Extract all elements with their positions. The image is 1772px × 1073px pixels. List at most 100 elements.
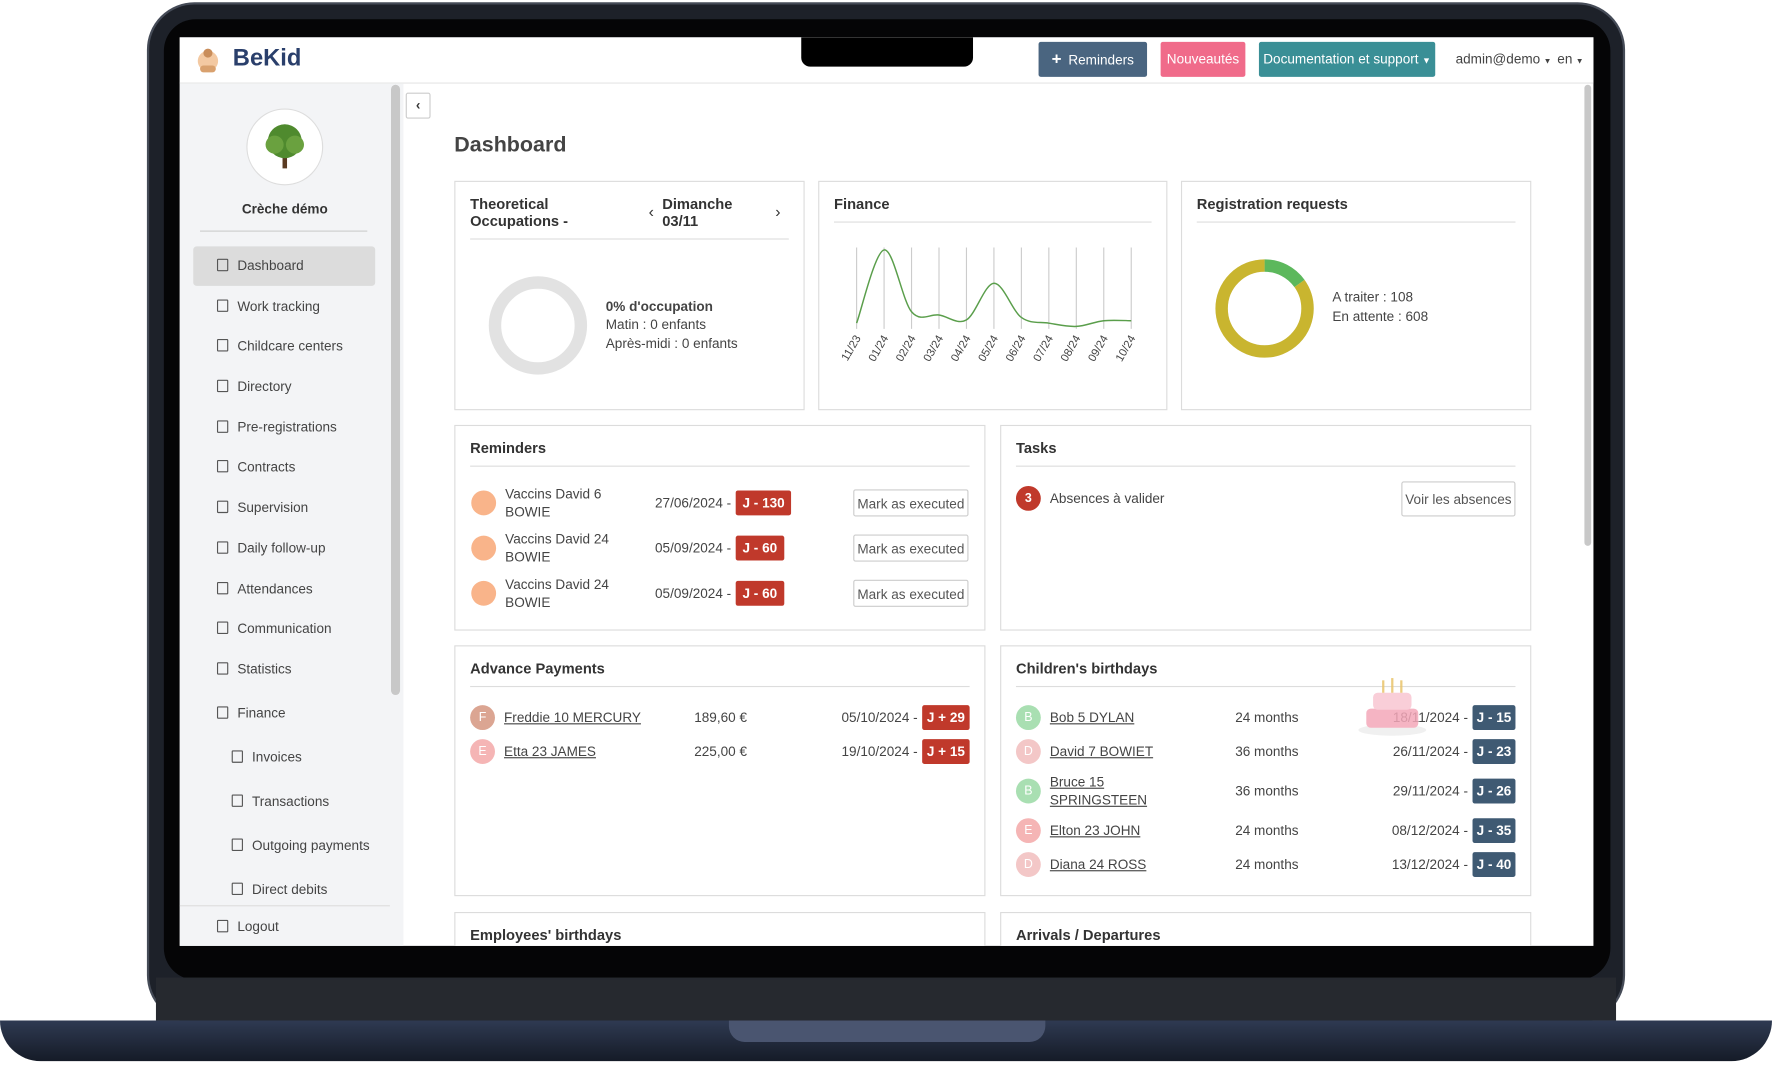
mark-executed-button[interactable]: Mark as executed [853, 579, 969, 607]
nav-subitem[interactable]: Invoices [252, 749, 302, 766]
avatar: D [1015, 852, 1041, 877]
nav-item[interactable]: Directory [237, 378, 292, 395]
avatar: B [1015, 778, 1041, 804]
nav-icon [216, 541, 229, 554]
nav-icon [216, 582, 229, 595]
occupation-donut [488, 276, 588, 375]
nav-item[interactable]: Work tracking [237, 298, 320, 315]
divider [179, 905, 390, 907]
header-button[interactable]: + Reminders [1038, 41, 1148, 77]
reminder-name: Vaccins David 24 BOWIE [505, 531, 609, 566]
mark-executed-button[interactable]: Mark as executed [853, 534, 969, 562]
badge: J - 40 [1472, 852, 1516, 877]
caret: ▼ [1575, 57, 1584, 66]
nav-icon [216, 339, 229, 352]
occupation-card: Theoretical Occupations - ‹ Dimanche 03/11… [454, 180, 805, 411]
registration-card: Registration requests A traiter : 108 En a… [1180, 180, 1532, 411]
nav-item[interactable]: Supervision [237, 499, 309, 516]
age: 24 months [1235, 822, 1299, 839]
nav-item[interactable]: Dashboard [237, 257, 304, 274]
person-link[interactable]: Bob 5 DYLAN [1049, 709, 1135, 726]
avatar: E [470, 739, 495, 764]
x-tick-label: 08/24 [1059, 333, 1084, 363]
person-link[interactable]: Bruce 15 SPRINGSTEEN [1049, 774, 1148, 809]
logo: BeKid [232, 45, 302, 72]
donut-segment [1215, 259, 1314, 358]
person-link[interactable]: David 7 BOWIET [1049, 743, 1154, 760]
nav-icon [231, 750, 243, 763]
badge: J - 23 [1472, 739, 1516, 764]
reminder-badge: J - 130 [735, 490, 792, 516]
reminder-date: 05/09/2024 - [655, 585, 732, 602]
person-link[interactable]: Diana 24 ROSS [1049, 856, 1147, 873]
center-name: Crèche démo [241, 201, 328, 217]
badge: J - 35 [1472, 818, 1516, 844]
card-divider [470, 685, 970, 688]
nav-item[interactable]: Attendances [237, 580, 313, 597]
nav-item[interactable]: Childcare centers [237, 337, 343, 354]
card-divider [1015, 465, 1516, 467]
arrivals-card: Arrivals / Departures [1000, 911, 1532, 946]
nav-item[interactable]: Pre-registrations [237, 419, 337, 436]
card-divider [470, 465, 970, 467]
card-title: Advance Payments [470, 659, 605, 677]
header-button[interactable]: Nouveautés [1160, 41, 1246, 77]
nav-icon [216, 919, 229, 933]
card-divider [1196, 221, 1516, 223]
nav-item[interactable]: Statistics [237, 661, 292, 677]
nav-item[interactable]: Contracts [237, 458, 296, 475]
person-link[interactable]: Freddie 10 MERCURY [504, 709, 641, 726]
x-tick-label: 11/23 [840, 333, 864, 363]
button-label: Reminders [1068, 51, 1134, 68]
nav-item[interactable]: Finance [237, 705, 286, 722]
nav-icon [231, 838, 243, 851]
sidebar: Crèche démo Dashboard Work tracking Childca… [179, 83, 404, 946]
x-tick-label: 10/24 [1114, 333, 1139, 363]
nav-subitem[interactable]: Outgoing payments [252, 837, 370, 854]
x-tick-label: 03/24 [922, 333, 947, 363]
next-day[interactable]: › [775, 202, 781, 221]
nav-subitem[interactable]: Direct debits [252, 881, 328, 898]
reminder-name: Vaccins David 6 BOWIE [505, 485, 602, 520]
logo-icon [197, 48, 219, 73]
finance-card: Finance 11/23 01/24 02/24 03/24 04/24 05/24 06/… [818, 180, 1168, 411]
chin [155, 977, 1617, 1021]
date: 08/12/2024 - [1391, 822, 1468, 839]
x-tick-label: 07/24 [1031, 333, 1056, 363]
camera-notch [801, 37, 974, 67]
task-count: 3 [1015, 485, 1041, 511]
prev-day[interactable]: ‹ [648, 202, 654, 221]
tasks-card: Tasks 3 Absences à valider Voir les absence… [1000, 424, 1532, 631]
collapse-button[interactable]: ‹ [405, 92, 431, 119]
registration-donut [1215, 259, 1314, 358]
divider [200, 230, 368, 232]
nav-icon [216, 706, 229, 719]
mark-executed-button[interactable]: Mark as executed [853, 489, 969, 517]
occupation-line: Matin : 0 enfants [605, 316, 706, 333]
person-link[interactable]: Elton 23 JOHN [1049, 822, 1141, 839]
header-button[interactable]: Documentation et support ▼ [1258, 41, 1436, 77]
x-tick-label: 02/24 [894, 333, 919, 363]
badge: J - 26 [1472, 778, 1516, 804]
nav-icon [216, 621, 229, 634]
reminder-name: Vaccins David 24 BOWIE [505, 576, 609, 611]
reminder-date: 05/09/2024 - [655, 540, 732, 557]
amount: 189,60 € [694, 709, 747, 726]
cake-icon [1357, 675, 1427, 738]
sidebar-scrollbar [391, 84, 401, 696]
reminder-badge: J - 60 [735, 535, 784, 561]
date: 05/10/2024 - [841, 709, 918, 726]
nav-icon [216, 299, 229, 312]
user-name: admin@demo [1455, 50, 1541, 67]
task-button[interactable]: Voir les absences [1401, 481, 1516, 517]
user-menu[interactable]: admin@demo ▼ [1456, 51, 1552, 67]
nav-item[interactable]: Daily follow-up [237, 540, 326, 557]
logout[interactable]: Logout [237, 918, 279, 935]
age: 24 months [1235, 856, 1299, 873]
x-tick-label: 04/24 [949, 333, 974, 363]
language-menu[interactable]: en ▼ [1557, 51, 1583, 67]
nav-subitem[interactable]: Transactions [252, 793, 330, 810]
person-link[interactable]: Etta 23 JAMES [504, 743, 596, 760]
nav-item[interactable]: Communication [237, 620, 332, 637]
